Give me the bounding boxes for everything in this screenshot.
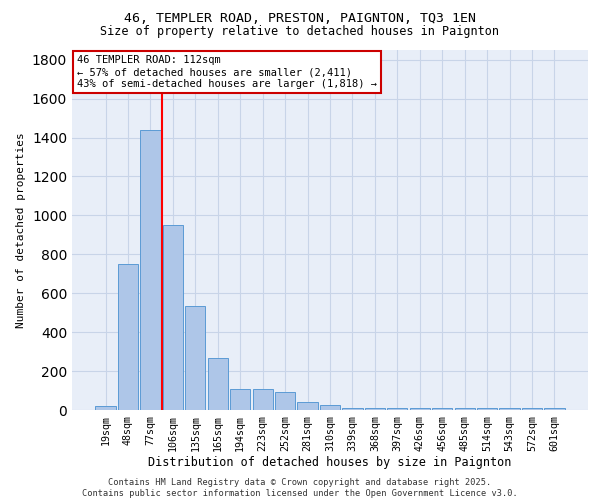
Bar — [499, 408, 520, 410]
Bar — [275, 392, 295, 410]
Bar — [253, 388, 273, 410]
Text: 46, TEMPLER ROAD, PRESTON, PAIGNTON, TQ3 1EN: 46, TEMPLER ROAD, PRESTON, PAIGNTON, TQ3… — [124, 12, 476, 26]
Bar — [387, 408, 407, 410]
Bar — [298, 402, 317, 410]
Bar — [365, 408, 385, 410]
Text: 46 TEMPLER ROAD: 112sqm
← 57% of detached houses are smaller (2,411)
43% of semi: 46 TEMPLER ROAD: 112sqm ← 57% of detache… — [77, 56, 377, 88]
Y-axis label: Number of detached properties: Number of detached properties — [16, 132, 26, 328]
Bar — [432, 408, 452, 410]
Bar — [118, 264, 138, 410]
X-axis label: Distribution of detached houses by size in Paignton: Distribution of detached houses by size … — [148, 456, 512, 469]
Bar — [163, 225, 183, 410]
Text: Contains HM Land Registry data © Crown copyright and database right 2025.
Contai: Contains HM Land Registry data © Crown c… — [82, 478, 518, 498]
Bar — [95, 406, 116, 410]
Bar — [477, 408, 497, 410]
Bar — [140, 130, 161, 410]
Bar — [185, 306, 205, 410]
Bar — [320, 404, 340, 410]
Bar — [522, 408, 542, 410]
Text: Size of property relative to detached houses in Paignton: Size of property relative to detached ho… — [101, 25, 499, 38]
Bar — [455, 408, 475, 410]
Bar — [343, 408, 362, 410]
Bar — [410, 408, 430, 410]
Bar — [230, 388, 250, 410]
Bar — [544, 408, 565, 410]
Bar — [208, 358, 228, 410]
